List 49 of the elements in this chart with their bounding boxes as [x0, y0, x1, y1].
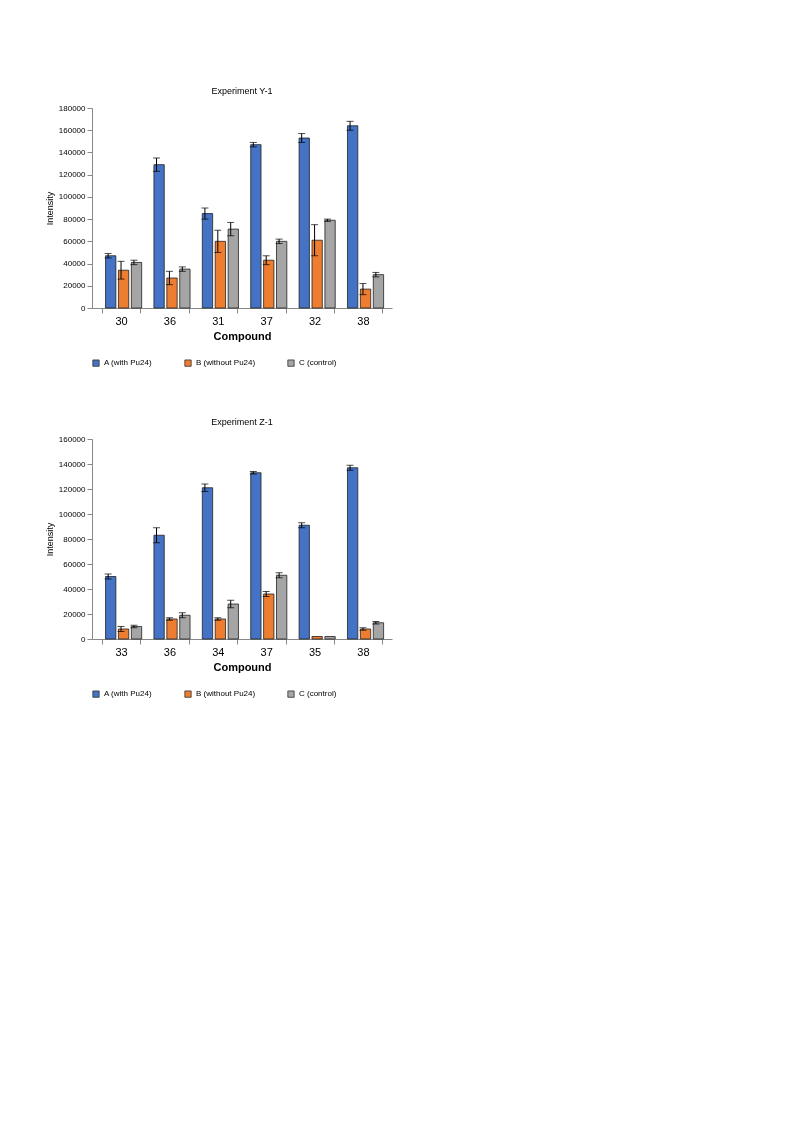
y-tick-label: 20000 [63, 281, 87, 291]
y-tick-label: 100000 [58, 509, 87, 519]
x-tick-label: 37 [260, 314, 273, 327]
bar [347, 125, 359, 309]
x-tick-label: 38 [357, 645, 370, 658]
y-axis-title: Intensity [44, 191, 55, 226]
x-tick-label: 34 [212, 645, 225, 658]
bar [359, 288, 372, 309]
y-tick-label: 140000 [58, 459, 87, 469]
y-tick-label: 120000 [58, 484, 87, 494]
y-tick-label: 160000 [58, 434, 87, 444]
x-axis-title: Compound [213, 660, 272, 673]
x-tick-label: 31 [212, 314, 225, 327]
y-tick-label: 160000 [58, 125, 87, 135]
x-axis-title: Compound [213, 329, 272, 342]
chart-title: Experiment Y-1 [211, 86, 273, 96]
legend-label: B (without Pu24) [196, 689, 256, 699]
y-tick-label: 40000 [63, 584, 87, 594]
y-tick-label: 0 [81, 303, 87, 313]
legend-label: B (without Pu24) [196, 358, 256, 368]
bar [359, 628, 372, 640]
bar [372, 622, 385, 640]
x-tick-label: 37 [260, 645, 273, 658]
y-tick-label: 80000 [63, 534, 87, 544]
x-tick-label: 36 [163, 645, 177, 658]
y-tick-label: 100000 [58, 192, 87, 202]
y-tick-label: 80000 [63, 214, 87, 224]
legend-label: A (with Pu24) [104, 358, 152, 368]
y-tick-label: 40000 [63, 259, 87, 269]
x-tick-label: 36 [163, 314, 177, 327]
legend-label: C (control) [299, 358, 337, 368]
y-tick-label: 20000 [63, 609, 87, 619]
y-tick-label: 180000 [58, 103, 87, 113]
y-tick-label: 120000 [58, 170, 87, 180]
legend-label: A (with Pu24) [104, 689, 152, 699]
x-tick-label: 33 [115, 645, 128, 658]
bar [130, 626, 143, 640]
y-tick-label: 60000 [63, 559, 87, 569]
legend-label: C (control) [299, 689, 337, 699]
x-tick-label: 30 [115, 314, 128, 327]
x-tick-label: 35 [308, 645, 322, 658]
x-tick-label: 38 [357, 314, 370, 327]
y-axis-title: Intensity [44, 522, 55, 557]
chart-title: Experiment Z-1 [211, 417, 273, 427]
y-tick-label: 60000 [63, 236, 87, 246]
y-tick-label: 140000 [58, 147, 87, 157]
bar [201, 213, 214, 309]
x-tick-label: 32 [308, 314, 322, 327]
y-tick-label: 0 [81, 634, 87, 644]
